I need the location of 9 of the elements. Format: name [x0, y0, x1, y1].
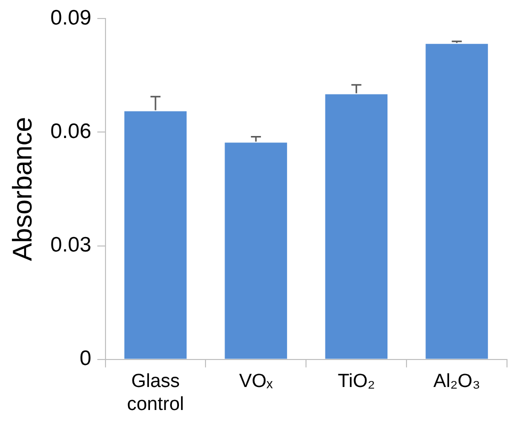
- y-axis-title: Absorbance: [8, 116, 38, 262]
- y-tick-label: 0: [80, 347, 92, 370]
- x-tick-label: TiO₂: [338, 371, 375, 392]
- y-tick-label: 0.03: [50, 234, 92, 257]
- y-tick-label: 0.09: [50, 6, 92, 30]
- x-tick-label: Glass control: [126, 371, 184, 415]
- y-tick-label: 0.06: [50, 120, 92, 143]
- x-tick-label: Al₂O₃: [433, 371, 480, 392]
- x-tick-label: VOₓ: [239, 371, 274, 392]
